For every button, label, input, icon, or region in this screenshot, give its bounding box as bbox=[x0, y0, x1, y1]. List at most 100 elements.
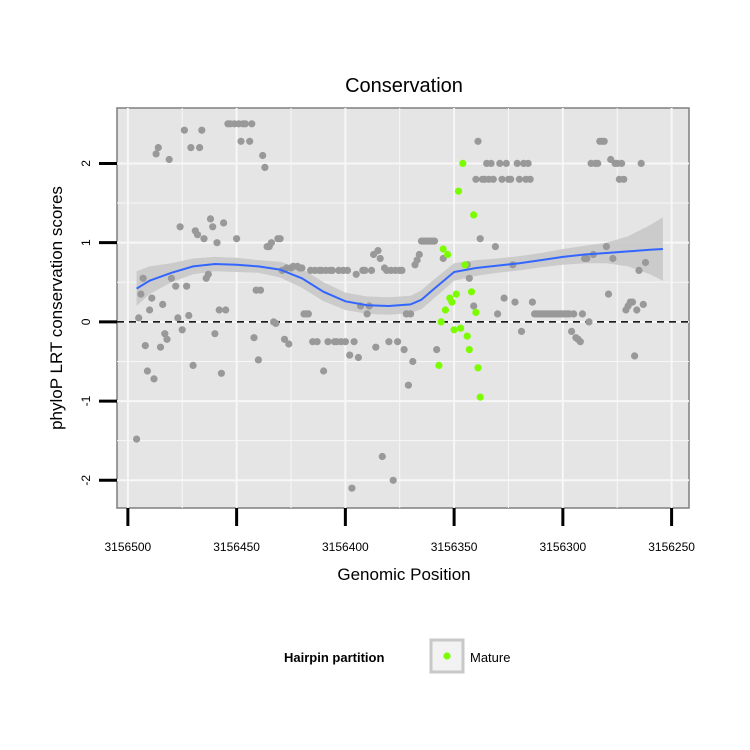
legend-title: Hairpin partition bbox=[284, 650, 384, 665]
point bbox=[474, 137, 482, 145]
point bbox=[189, 361, 197, 369]
point bbox=[465, 274, 473, 282]
x-tick-label: 3156300 bbox=[539, 540, 586, 554]
point bbox=[298, 264, 306, 272]
point bbox=[196, 144, 204, 152]
point bbox=[350, 338, 358, 346]
point bbox=[585, 318, 593, 326]
point bbox=[409, 357, 417, 366]
point bbox=[148, 294, 156, 302]
point bbox=[570, 310, 578, 318]
point-mature bbox=[437, 318, 445, 326]
point bbox=[635, 266, 643, 274]
point bbox=[433, 346, 441, 354]
point bbox=[511, 298, 519, 306]
point bbox=[233, 235, 241, 243]
point bbox=[163, 335, 171, 343]
point-mature bbox=[450, 326, 458, 334]
point bbox=[628, 298, 637, 306]
point bbox=[159, 300, 167, 308]
point bbox=[320, 367, 328, 375]
point-mature bbox=[465, 346, 473, 354]
point bbox=[413, 256, 421, 264]
point bbox=[491, 243, 499, 251]
x-tick-label: 3156500 bbox=[105, 540, 152, 554]
point bbox=[618, 159, 626, 167]
point bbox=[404, 381, 412, 389]
point bbox=[496, 159, 504, 167]
y-axis: -2 -1 0 1 2 bbox=[79, 160, 117, 486]
point bbox=[583, 254, 591, 263]
legend: Hairpin partition Mature bbox=[284, 638, 510, 674]
point bbox=[515, 175, 524, 183]
point bbox=[517, 327, 526, 335]
point bbox=[507, 175, 515, 183]
point bbox=[237, 137, 245, 145]
point bbox=[185, 311, 193, 320]
point bbox=[267, 239, 275, 247]
point bbox=[502, 159, 510, 167]
point bbox=[394, 338, 402, 346]
point bbox=[487, 159, 495, 167]
point bbox=[200, 235, 208, 243]
x-axis-title: Genomic Position bbox=[337, 565, 470, 584]
point bbox=[641, 258, 650, 267]
point bbox=[600, 137, 608, 145]
point-mature bbox=[452, 290, 460, 298]
point bbox=[248, 120, 256, 128]
point bbox=[470, 302, 478, 310]
point bbox=[180, 126, 188, 134]
point bbox=[178, 326, 186, 334]
point bbox=[193, 231, 202, 239]
point-mature bbox=[472, 308, 480, 316]
point-mature bbox=[461, 261, 469, 269]
point bbox=[137, 290, 145, 298]
y-tick-label: -2 bbox=[79, 475, 93, 486]
point bbox=[352, 270, 360, 278]
point bbox=[639, 300, 647, 308]
point bbox=[389, 476, 397, 484]
point bbox=[494, 310, 502, 318]
point bbox=[217, 369, 225, 377]
point bbox=[154, 144, 162, 152]
point bbox=[135, 314, 143, 322]
point bbox=[594, 159, 602, 167]
grid-lines bbox=[117, 108, 689, 508]
point bbox=[276, 235, 284, 243]
point bbox=[328, 266, 336, 274]
point bbox=[146, 306, 154, 314]
point bbox=[241, 120, 249, 128]
point bbox=[633, 306, 641, 314]
point bbox=[385, 338, 393, 346]
point bbox=[133, 435, 141, 443]
point bbox=[261, 163, 269, 171]
point-mature bbox=[467, 288, 476, 296]
point-mature bbox=[441, 306, 449, 314]
x-axis: 3156500 3156450 3156400 3156350 3156300 31562… bbox=[105, 508, 695, 554]
legend-dot-mature bbox=[443, 652, 451, 660]
point bbox=[341, 338, 349, 346]
point bbox=[489, 175, 497, 183]
point bbox=[500, 294, 508, 302]
point-mature bbox=[435, 361, 443, 369]
point bbox=[174, 314, 182, 322]
legend-key-mature bbox=[429, 638, 465, 674]
point bbox=[143, 367, 151, 375]
point bbox=[204, 270, 212, 278]
point bbox=[361, 266, 369, 274]
x-tick-label: 3156400 bbox=[322, 540, 369, 554]
point bbox=[378, 452, 386, 461]
point bbox=[172, 282, 180, 290]
point bbox=[324, 338, 332, 346]
smooth-line-layer bbox=[136, 248, 663, 308]
point bbox=[528, 298, 537, 306]
point bbox=[376, 254, 384, 263]
point bbox=[313, 338, 321, 346]
point bbox=[354, 353, 362, 362]
point bbox=[343, 266, 352, 274]
point bbox=[472, 175, 480, 183]
point bbox=[407, 310, 415, 318]
y-tick-label: 2 bbox=[79, 160, 93, 167]
point bbox=[209, 223, 217, 231]
point bbox=[150, 375, 158, 383]
